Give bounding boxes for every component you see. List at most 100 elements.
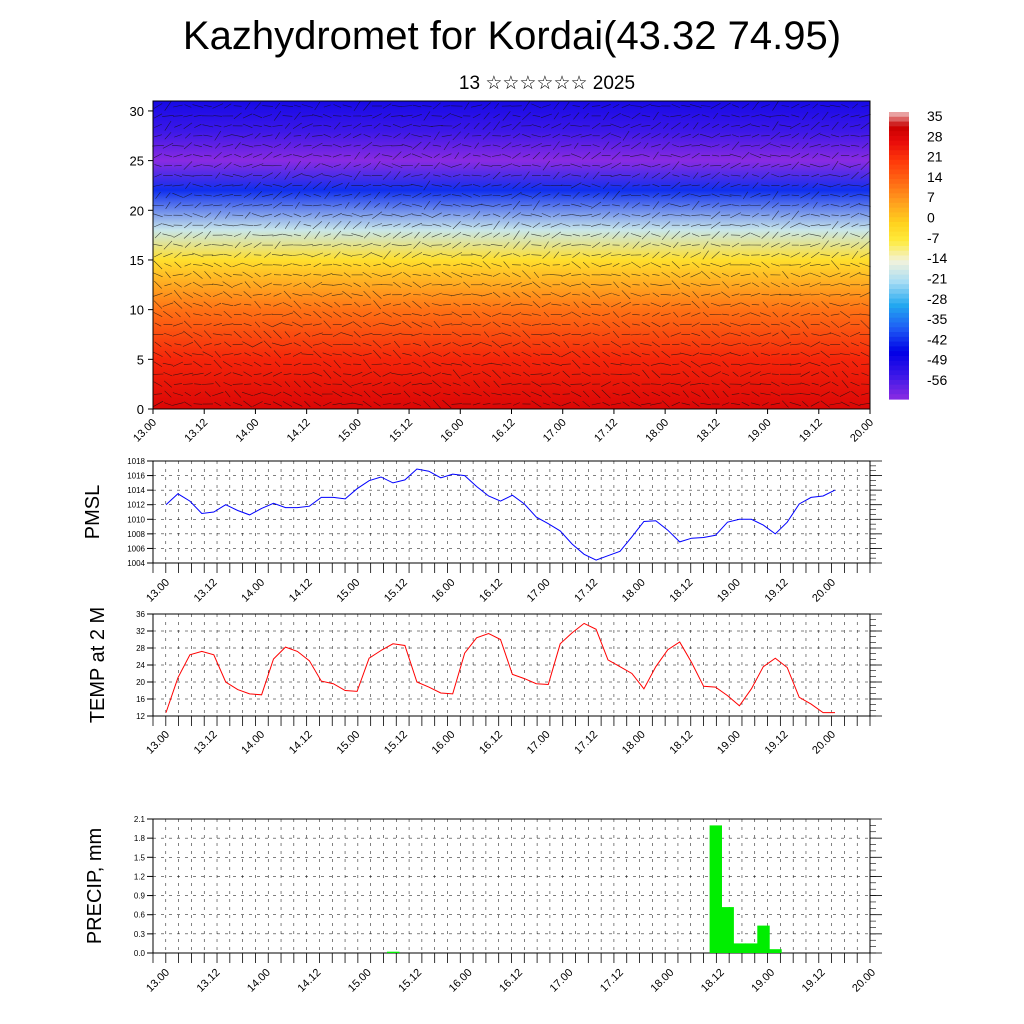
colorbar-cell — [889, 265, 909, 271]
y-tick-label: 0.9 — [134, 892, 146, 901]
colorbar-cell — [889, 269, 909, 276]
colorbar-label: -21 — [927, 270, 947, 286]
colorbar-cell — [889, 222, 909, 228]
colorbar-cell — [889, 241, 909, 247]
colorbar-cell — [889, 351, 909, 357]
x-tick-label: 18.12 — [695, 417, 723, 445]
x-tick-label: 17.00 — [548, 967, 576, 995]
x-tick-label: 16.00 — [430, 729, 458, 757]
x-tick-label: 13.12 — [192, 577, 220, 605]
y-tick-label: 28 — [136, 644, 145, 653]
colorbar-cell — [889, 303, 909, 309]
y-tick-label: 2.1 — [134, 815, 146, 824]
x-tick-label: 13.00 — [144, 729, 172, 757]
colorbar-cell — [889, 217, 909, 223]
x-tick-label: 13.00 — [131, 417, 159, 445]
colorbar-cell — [889, 236, 909, 242]
temperature-panel: 12 16 20 24 28 32 36 13.00 13.12 14.00 14.12 15.00 1… — [87, 607, 882, 757]
colorbar-cell — [889, 355, 909, 362]
colorbar-cell — [889, 379, 909, 386]
colorbar-cell — [889, 341, 909, 347]
colorbar: 35 28 21 14 7 0 -7 -14 -21 -28 -35 -42 -49 -56 — [889, 108, 947, 400]
x-tick-label: 13.00 — [144, 967, 172, 995]
x-tick-label: 15.12 — [396, 967, 424, 995]
temperature-field — [153, 101, 870, 409]
wind-vectors — [152, 100, 871, 409]
x-tick-label: 16.12 — [477, 577, 505, 605]
x-tick-label: 18.00 — [643, 417, 671, 445]
colorbar-label: -7 — [927, 230, 940, 246]
colorbar-cell — [889, 207, 909, 214]
colorbar-cell — [889, 145, 909, 151]
y-tick-label: 1018 — [127, 457, 145, 466]
y-tick-label: 10 — [130, 303, 144, 318]
y-tick-label: 1.2 — [134, 872, 146, 881]
colorbar-cell — [889, 231, 909, 237]
colorbar-cell — [889, 336, 909, 343]
cross-section-panel: 0 5 10 15 20 25 30 13.00 13.12 14.00 14.12 15.00 15.… — [130, 100, 947, 445]
colorbar-cell — [889, 288, 909, 295]
colorbar-label: 35 — [927, 108, 943, 124]
y-tick-label: 25 — [130, 154, 144, 169]
x-tick-label: 14.00 — [239, 729, 267, 757]
colorbar-cell — [889, 135, 909, 142]
colorbar-cell — [889, 164, 909, 170]
colorbar-cell — [889, 140, 909, 147]
colorbar-cell — [889, 293, 909, 300]
colorbar-cell — [889, 346, 909, 352]
x-tick-label: 18.12 — [699, 967, 727, 995]
colorbar-cell — [889, 284, 909, 290]
x-tick-label: 18.12 — [667, 577, 695, 605]
colorbar-cell — [889, 116, 909, 123]
precip-bar — [745, 943, 758, 953]
y-tick-label: 16 — [136, 695, 145, 704]
y-tick-label: 0.6 — [134, 911, 146, 920]
colorbar-cell — [889, 274, 909, 281]
pressure-panel: 1004 1006 1008 1010 1012 1014 1016 1018 13.00 13.… — [82, 457, 882, 605]
x-tick-label: 17.00 — [525, 729, 553, 757]
colorbar-cell — [889, 150, 909, 156]
colorbar-cell — [889, 198, 909, 204]
colorbar-label: -35 — [927, 311, 947, 327]
x-tick-label: 18.00 — [620, 729, 648, 757]
x-tick-label: 16.00 — [438, 417, 466, 445]
y-tick-label: 0 — [137, 402, 144, 417]
x-tick-label: 19.00 — [715, 729, 743, 757]
colorbar-label: 28 — [927, 128, 943, 144]
x-tick-label: 16.12 — [477, 729, 505, 757]
y-axis-label: TEMP at 2 M — [87, 607, 109, 723]
x-tick-label: 14.12 — [295, 967, 323, 995]
colorbar-cell — [889, 375, 909, 381]
colorbar-cell — [889, 193, 909, 199]
colorbar-cell — [889, 159, 909, 166]
x-tick-label: 16.12 — [497, 967, 525, 995]
y-tick-label: 12 — [136, 712, 145, 721]
y-tick-label: 1010 — [127, 515, 145, 524]
colorbar-cell — [889, 255, 909, 261]
page-subtitle: 13 ☆☆☆☆☆☆ 2025 — [458, 73, 636, 94]
x-tick-label: 19.12 — [763, 729, 791, 757]
colorbar-cell — [889, 155, 909, 161]
y-tick-label: 1004 — [127, 559, 145, 568]
colorbar-cell — [889, 365, 909, 371]
x-tick-label: 19.00 — [749, 967, 777, 995]
precip-bar — [387, 951, 400, 953]
y-axis-label: PRECIP, mm — [84, 828, 106, 944]
colorbar-cell — [889, 312, 909, 319]
y-tick-label: 1008 — [127, 530, 145, 539]
y-tick-label: 36 — [136, 610, 145, 619]
y-tick-label: 5 — [137, 352, 144, 367]
pmsl-line — [165, 468, 836, 561]
temperature-line — [165, 622, 835, 714]
y-tick-label: 0.3 — [134, 930, 146, 939]
colorbar-cell — [889, 279, 909, 285]
colorbar-label: -49 — [927, 352, 947, 368]
page-title: Kazhydromet for Kordai(43.32 74.95) — [182, 14, 842, 58]
colorbar-cell — [889, 394, 909, 400]
colorbar-cell — [889, 317, 909, 324]
colorbar-cell — [889, 327, 909, 333]
colorbar-cell — [889, 370, 909, 376]
colorbar-cell — [889, 178, 909, 185]
colorbar-cell — [889, 131, 909, 137]
y-tick-label: 24 — [136, 661, 145, 670]
